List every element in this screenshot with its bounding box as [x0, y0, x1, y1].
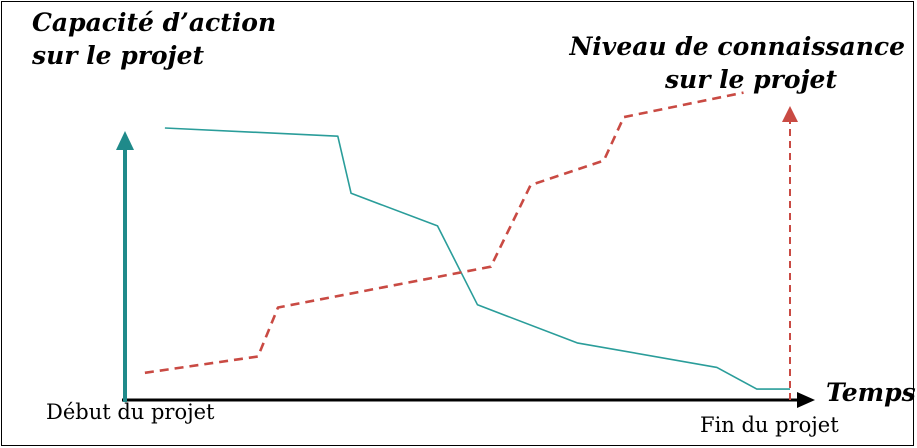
right-axis-title-line-2: sur le projet — [664, 65, 837, 94]
left-axis-title: Capacité d’action sur le projet — [32, 6, 276, 72]
right-axis-title: Niveau de connaissance sur le projet — [560, 30, 905, 96]
x-end-label: Fin du projet — [700, 413, 839, 437]
left-axis-title-line-2: sur le projet — [32, 41, 205, 70]
x-start-label: Début du projet — [46, 400, 215, 424]
right-axis-arrowhead — [782, 106, 798, 122]
right-axis-title-line-1: Niveau de connaissance — [569, 32, 905, 61]
series-line-capacite — [164, 127, 790, 390]
x-axis-title: Temps — [826, 378, 916, 407]
left-axis-arrowhead — [116, 131, 134, 150]
series-line-connaissance — [144, 91, 744, 375]
x-axis-arrowhead — [797, 392, 815, 408]
left-axis-title-line-1: Capacité d’action — [32, 8, 277, 37]
